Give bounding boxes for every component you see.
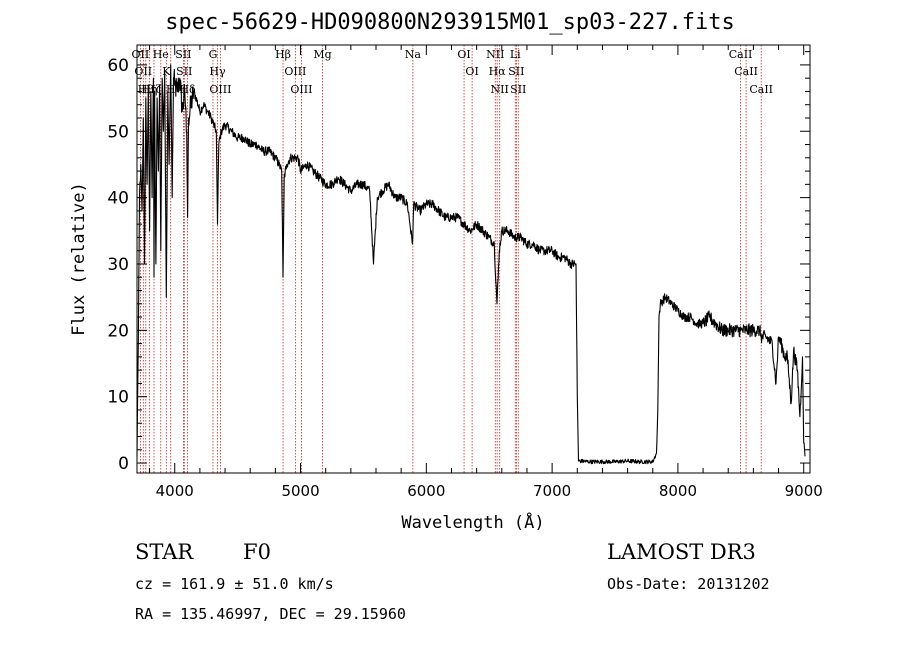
line-label-13: OIII (209, 83, 231, 96)
observation-date: Obs-Date: 20131202 (607, 575, 770, 593)
line-label-16: OIII (290, 83, 312, 96)
emission-line-labels: OIIOIIHθHηHζHeKHSIISIIHδGHγOIIIHβOIIIOII… (132, 48, 773, 96)
y-tick-label-5: 50 (107, 122, 129, 142)
line-label-15: OIII (284, 65, 306, 78)
line-label-2: Hθ (138, 83, 155, 96)
line-label-25: SII (508, 65, 524, 78)
line-label-17: Mg (313, 48, 331, 61)
y-tick-label-6: 60 (107, 56, 129, 76)
object-class: STAR (135, 540, 194, 564)
line-label-18: Na (405, 48, 422, 61)
y-axis-label: Flux (relative) (69, 182, 89, 336)
x-tick-label-4: 8000 (659, 482, 697, 500)
chart-title: spec-56629-HD090800N293915M01_sp03-227.f… (165, 10, 735, 35)
line-label-12: Hγ (209, 65, 226, 78)
y-tick-label-0: 0 (118, 454, 129, 474)
line-label-20: OI (465, 65, 478, 78)
y-tick-label-3: 30 (107, 255, 129, 275)
object-subclass: F0 (243, 540, 271, 564)
x-tick-label-0: 4000 (156, 482, 194, 500)
survey-name: LAMOST DR3 (607, 540, 756, 564)
redshift-velocity: cz = 161.9 ± 51.0 km/s (135, 575, 334, 593)
plot-frame (136, 44, 811, 474)
y-tick-label-2: 20 (107, 321, 129, 341)
line-label-5: He (153, 48, 169, 61)
x-axis-ticks: 4000 5000 6000 7000 8000 9000 (149, 45, 823, 500)
emission-line-markers (139, 45, 762, 473)
line-label-23: NII (491, 83, 509, 96)
x-axis-label: Wavelength (Å) (401, 511, 544, 533)
line-label-1: OII (134, 65, 152, 78)
line-label-26: SII (510, 83, 526, 96)
line-label-27: CaII (729, 48, 753, 61)
y-axis-ticks: 0 10 20 30 40 50 60 (107, 51, 810, 474)
line-label-11: G (209, 48, 218, 61)
line-label-19: OI (457, 48, 470, 61)
line-label-4: Hζ (146, 83, 162, 96)
spectrum-line (136, 64, 806, 465)
line-label-8: SII (175, 48, 191, 61)
line-label-29: CaII (749, 83, 773, 96)
x-tick-label-5: 9000 (785, 482, 823, 500)
line-label-0: OII (132, 48, 150, 61)
line-label-22: Hα (489, 65, 507, 78)
x-tick-label-1: 5000 (281, 482, 319, 500)
line-label-24: Li (510, 48, 521, 61)
y-tick-label-4: 40 (107, 189, 129, 209)
line-label-21: NII (486, 48, 504, 61)
line-label-9: SII (176, 65, 192, 78)
line-label-28: CaII (734, 65, 758, 78)
line-label-14: Hβ (275, 48, 291, 61)
x-tick-label-2: 6000 (407, 482, 445, 500)
x-tick-label-3: 7000 (533, 482, 571, 500)
line-label-6: K (162, 65, 171, 78)
y-tick-label-1: 10 (107, 388, 129, 408)
ra-dec-coordinates: RA = 135.46997, DEC = 29.15960 (135, 605, 406, 623)
